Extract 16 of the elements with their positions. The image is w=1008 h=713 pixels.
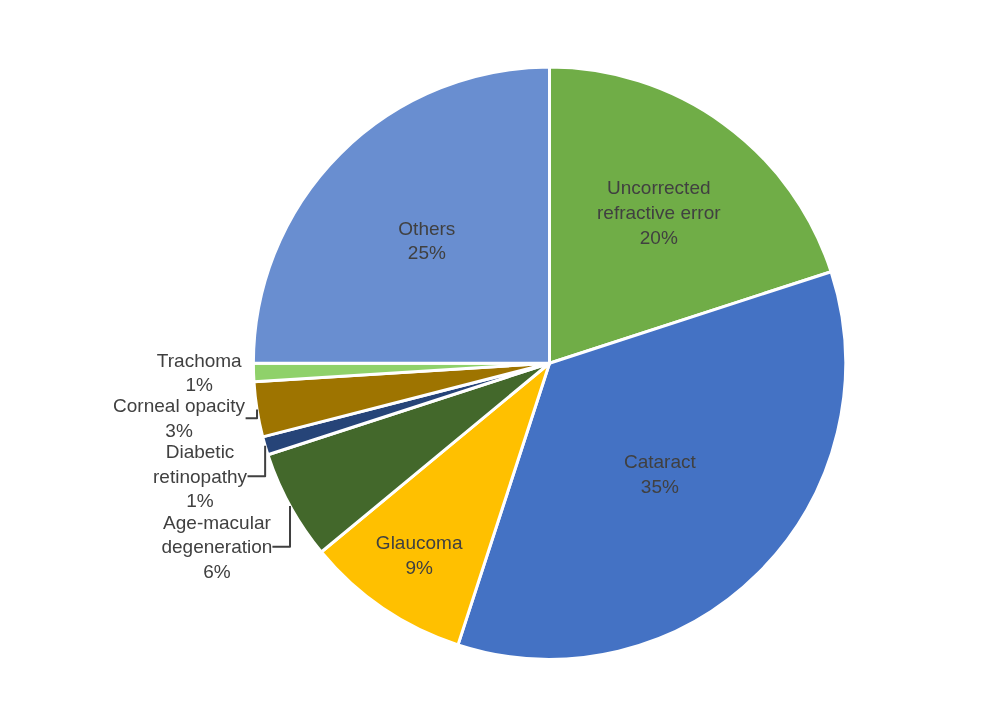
slice-label: Age-macular degeneration [161,511,273,558]
data-label: 35% [640,475,679,497]
slice-label: Cataract [623,451,697,473]
slice-label: Uncorrected refractive error [597,177,722,223]
data-label: 25% [407,242,446,264]
data-label: 1% [185,374,214,396]
data-label: 3% [165,420,193,442]
data-label: 1% [186,490,214,512]
slice-label: Diabetic retinopathy [153,441,248,487]
data-label: 9% [405,556,433,578]
data-label: 6% [203,560,231,582]
slice-label: Others [398,217,456,239]
slice-label: Corneal opacity [113,395,246,417]
data-label: 20% [639,226,678,248]
slice-label: Glaucoma [375,531,463,553]
slice-label: Trachoma [156,349,243,371]
